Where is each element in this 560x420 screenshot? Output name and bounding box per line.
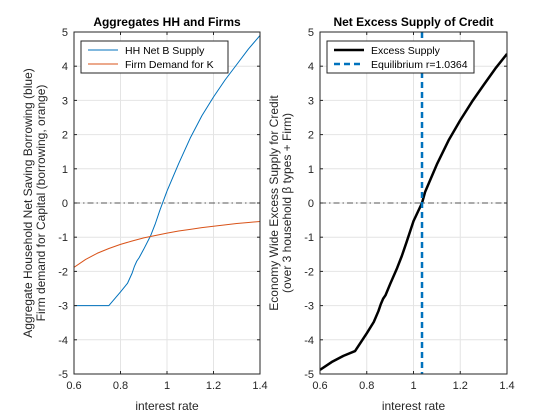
x-tick-label: 1 <box>164 380 170 392</box>
y-axis-label: (over 3 household β types + Firm) <box>280 113 294 293</box>
x-tick-label: 0.8 <box>359 380 374 392</box>
y-tick-label: 0 <box>62 198 68 210</box>
y-axis-label: Firm demand for Capital (borrowing, oran… <box>34 85 48 322</box>
series-line-1 <box>320 53 507 371</box>
y-tick-label: -1 <box>304 232 314 244</box>
y-tick-label: 1 <box>62 164 68 176</box>
y-tick-label: -3 <box>58 301 68 313</box>
legend-box <box>326 40 475 74</box>
x-tick-label: 1 <box>410 380 416 392</box>
y-axis-label: Aggregate Household Net Saving Borrowing… <box>21 68 35 338</box>
y-tick-label: -4 <box>304 335 314 347</box>
x-tick-label: 1.4 <box>252 380 267 392</box>
y-tick-label: 2 <box>62 130 68 142</box>
x-tick-label: 0.6 <box>66 380 81 392</box>
y-tick-label: -3 <box>304 301 314 313</box>
chart-title: Net Excess Supply of Credit <box>333 15 493 29</box>
y-tick-label: -5 <box>304 369 314 381</box>
x-axis-label: interest rate <box>135 399 199 413</box>
y-tick-label: 3 <box>308 95 314 107</box>
y-tick-label: -5 <box>58 369 68 381</box>
series-line-1 <box>74 35 260 307</box>
y-tick-label: 2 <box>308 130 314 142</box>
chart-panel-2: 0.6 0.8 1 1.2 1.4 -5 -4 -3 -2 -1 0 1 2 3 4 5 Net Excess … <box>267 15 515 413</box>
legend-label: Excess Supply <box>371 45 441 57</box>
chart-panel-1: 0.6 0.8 1 1.2 1.4 -5 -4 -3 -2 -1 0 1 2 3 4 5 Aggregates … <box>21 15 268 413</box>
series-group <box>320 32 507 374</box>
series-line-2 <box>74 220 260 268</box>
y-tick-label: 0 <box>308 198 314 210</box>
y-tick-label: 1 <box>308 164 314 176</box>
series-group <box>74 35 260 307</box>
y-axis-label: Economy Wide Excess Supply for Credit <box>267 95 281 311</box>
x-tick-label: 1.2 <box>453 380 468 392</box>
x-tick-label: 1.4 <box>499 380 514 392</box>
ticks: 0.6 0.8 1 1.2 1.4 -5 -4 -3 -2 -1 0 1 2 3 4 5 <box>304 27 514 392</box>
y-tick-label: -2 <box>304 266 314 278</box>
ticks: 0.6 0.8 1 1.2 1.4 -5 -4 -3 -2 -1 0 1 2 3 4 5 <box>58 27 267 392</box>
chart-title: Aggregates HH and Firms <box>93 15 241 29</box>
x-tick-label: 1.2 <box>206 380 221 392</box>
legend-label: HH Net B Supply <box>125 45 205 57</box>
y-tick-label: 3 <box>62 95 68 107</box>
x-axis-label: interest rate <box>382 399 446 413</box>
y-tick-label: -1 <box>58 232 68 244</box>
legend-label: Firm Demand for K <box>125 59 214 71</box>
y-tick-label: 4 <box>308 61 314 73</box>
legend: HH Net B Supply Firm Demand for K <box>80 40 229 74</box>
legend: Excess Supply Equilibrium r=1.0364 <box>326 40 475 74</box>
y-tick-label: 5 <box>62 27 68 39</box>
y-tick-label: 5 <box>308 27 314 39</box>
y-tick-label: 4 <box>62 61 68 73</box>
x-tick-label: 0.6 <box>312 380 327 392</box>
legend-label: Equilibrium r=1.0364 <box>371 59 468 71</box>
legend-box <box>80 40 229 74</box>
x-tick-label: 0.8 <box>113 380 128 392</box>
y-tick-label: -2 <box>58 266 68 278</box>
y-tick-label: -4 <box>58 335 68 347</box>
